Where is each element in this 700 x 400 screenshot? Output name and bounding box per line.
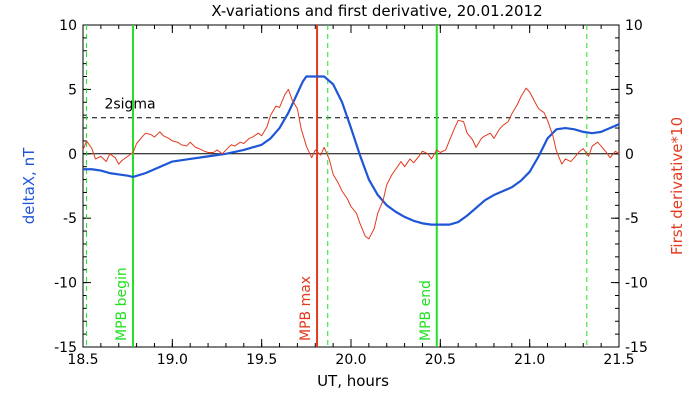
y-right-tick-label: 5: [625, 82, 634, 98]
x-tick-label: 19.5: [246, 352, 277, 368]
plot-frame: [82, 24, 620, 348]
plot-area: 2sigma 18.5 19.0 19.5 20.0 20.5 21.0 21.5 10 5 0 -5…: [54, 18, 648, 368]
x-tick-label: 20.0: [335, 352, 366, 368]
y-right-tick-label: -15: [625, 340, 648, 356]
marker-label: MPB begin: [114, 267, 130, 341]
y-axis-left-label: deltaX, nT: [20, 147, 38, 224]
x-tick-label: 21.5: [603, 352, 634, 368]
y-right-tick-label: -10: [625, 276, 648, 292]
y-right-tick-label: 0: [625, 147, 634, 163]
y-right-tick-label: -5: [625, 211, 639, 227]
y-left-tick-label: -15: [54, 340, 77, 356]
y-left-tick-label: -5: [63, 211, 77, 227]
y-right-tick-label: 10: [625, 18, 643, 34]
sigma-label: 2sigma: [104, 97, 155, 113]
marker-label: MPB end: [418, 280, 434, 341]
marker-label: MPB max: [298, 276, 314, 341]
x-tick-label: 20.5: [425, 352, 456, 368]
y-axis-right-label: First derivative*10: [668, 117, 686, 255]
y-left-tick-label: 10: [59, 18, 77, 34]
y-left-tick-label: -10: [54, 276, 77, 292]
x-tick-label: 19.0: [157, 352, 188, 368]
series-derivative-line: [82, 87, 620, 240]
series-deltax-line: [83, 75, 620, 226]
x-tick-label: 18.5: [67, 352, 98, 368]
x-axis-label: UT, hours: [317, 372, 389, 390]
y-left-tick-label: 0: [68, 147, 77, 163]
y-left-tick-label: 5: [68, 82, 77, 98]
x-tick-label: 21.0: [514, 352, 545, 368]
chart-title: X-variations and first derivative, 20.01…: [211, 2, 542, 20]
